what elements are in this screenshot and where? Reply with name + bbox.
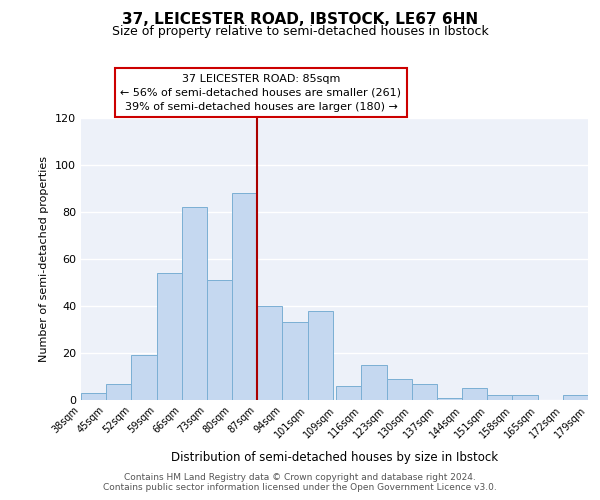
Bar <box>386 379 412 400</box>
Y-axis label: Number of semi-detached properties: Number of semi-detached properties <box>40 156 49 362</box>
Bar <box>563 396 588 400</box>
Text: 37 LEICESTER ROAD: 85sqm
← 56% of semi-detached houses are smaller (261)
39% of : 37 LEICESTER ROAD: 85sqm ← 56% of semi-d… <box>121 74 401 112</box>
Bar <box>437 398 462 400</box>
Bar <box>412 384 437 400</box>
Bar <box>361 364 386 400</box>
Bar <box>182 207 207 400</box>
Bar <box>232 193 257 400</box>
Bar <box>207 280 232 400</box>
Bar <box>462 388 487 400</box>
Bar <box>487 396 512 400</box>
Text: Size of property relative to semi-detached houses in Ibstock: Size of property relative to semi-detach… <box>112 25 488 38</box>
Bar <box>131 356 157 400</box>
Bar <box>512 396 538 400</box>
Bar <box>283 322 308 400</box>
X-axis label: Distribution of semi-detached houses by size in Ibstock: Distribution of semi-detached houses by … <box>171 451 498 464</box>
Bar <box>336 386 361 400</box>
Bar <box>257 306 283 400</box>
Text: Contains HM Land Registry data © Crown copyright and database right 2024.: Contains HM Land Registry data © Crown c… <box>124 472 476 482</box>
Bar <box>157 273 182 400</box>
Text: Contains public sector information licensed under the Open Government Licence v3: Contains public sector information licen… <box>103 484 497 492</box>
Bar <box>81 393 106 400</box>
Bar <box>308 310 333 400</box>
Text: 37, LEICESTER ROAD, IBSTOCK, LE67 6HN: 37, LEICESTER ROAD, IBSTOCK, LE67 6HN <box>122 12 478 28</box>
Bar <box>106 384 131 400</box>
